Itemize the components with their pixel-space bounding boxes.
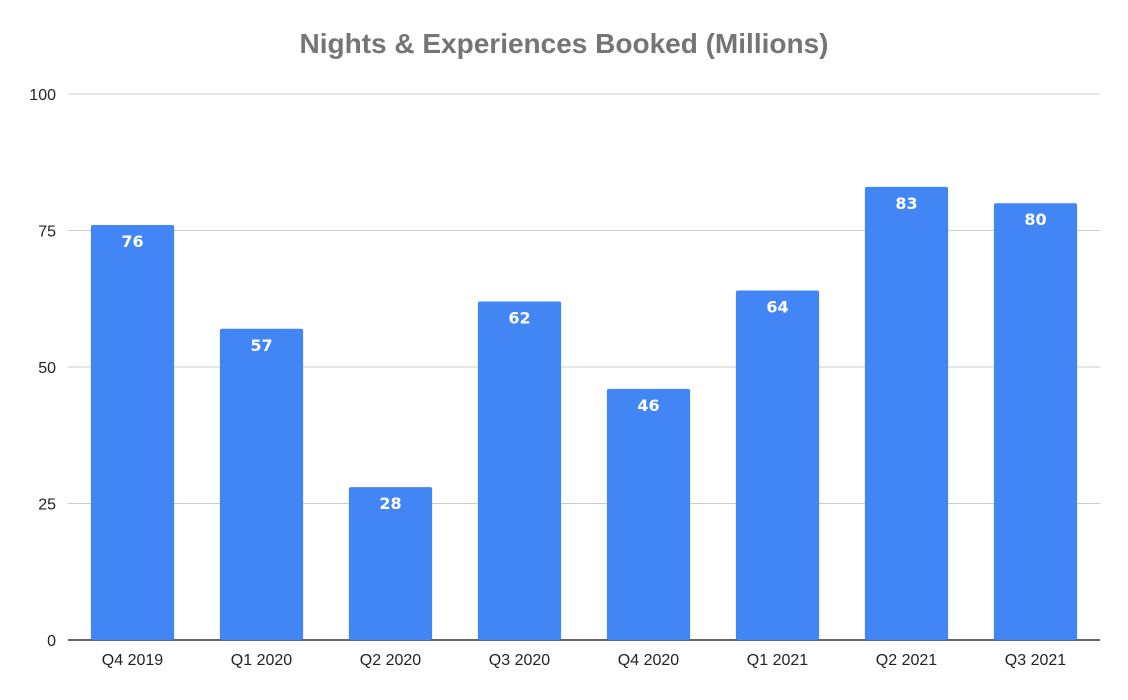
y-tick-label: 25 [38, 497, 56, 514]
bar-q2-2021 [864, 186, 949, 640]
data-label: 28 [379, 494, 401, 513]
bar-q1-2021 [735, 290, 820, 640]
chart-title: Nights & Experiences Booked (Millions) [299, 28, 829, 59]
data-label: 64 [766, 298, 788, 317]
y-tick-label: 75 [38, 224, 56, 241]
x-tick-label: Q1 2021 [747, 652, 808, 669]
y-tick-label: 0 [47, 633, 56, 650]
x-tick-label: Q3 2021 [1005, 652, 1066, 669]
bar-q3-2020 [477, 301, 562, 640]
data-label: 76 [121, 232, 143, 251]
x-tick-label: Q2 2021 [876, 652, 937, 669]
x-tick-label: Q4 2019 [102, 652, 163, 669]
bar-q1-2020 [219, 328, 304, 640]
data-label: 57 [250, 336, 272, 355]
x-tick-label: Q2 2020 [360, 652, 421, 669]
x-tick-label: Q4 2020 [618, 652, 679, 669]
data-label: 83 [895, 194, 917, 213]
data-label: 80 [1024, 210, 1046, 229]
bar-q2-2020 [348, 487, 433, 640]
x-tick-label: Q3 2020 [489, 652, 550, 669]
data-label: 62 [508, 308, 530, 327]
y-tick-label: 50 [38, 360, 56, 377]
bar-q4-2019 [90, 225, 175, 641]
data-label: 46 [637, 396, 659, 415]
y-tick-label: 100 [29, 87, 56, 104]
bar-q4-2020 [606, 388, 691, 640]
bar-q3-2021 [993, 203, 1078, 640]
x-tick-label: Q1 2020 [231, 652, 292, 669]
